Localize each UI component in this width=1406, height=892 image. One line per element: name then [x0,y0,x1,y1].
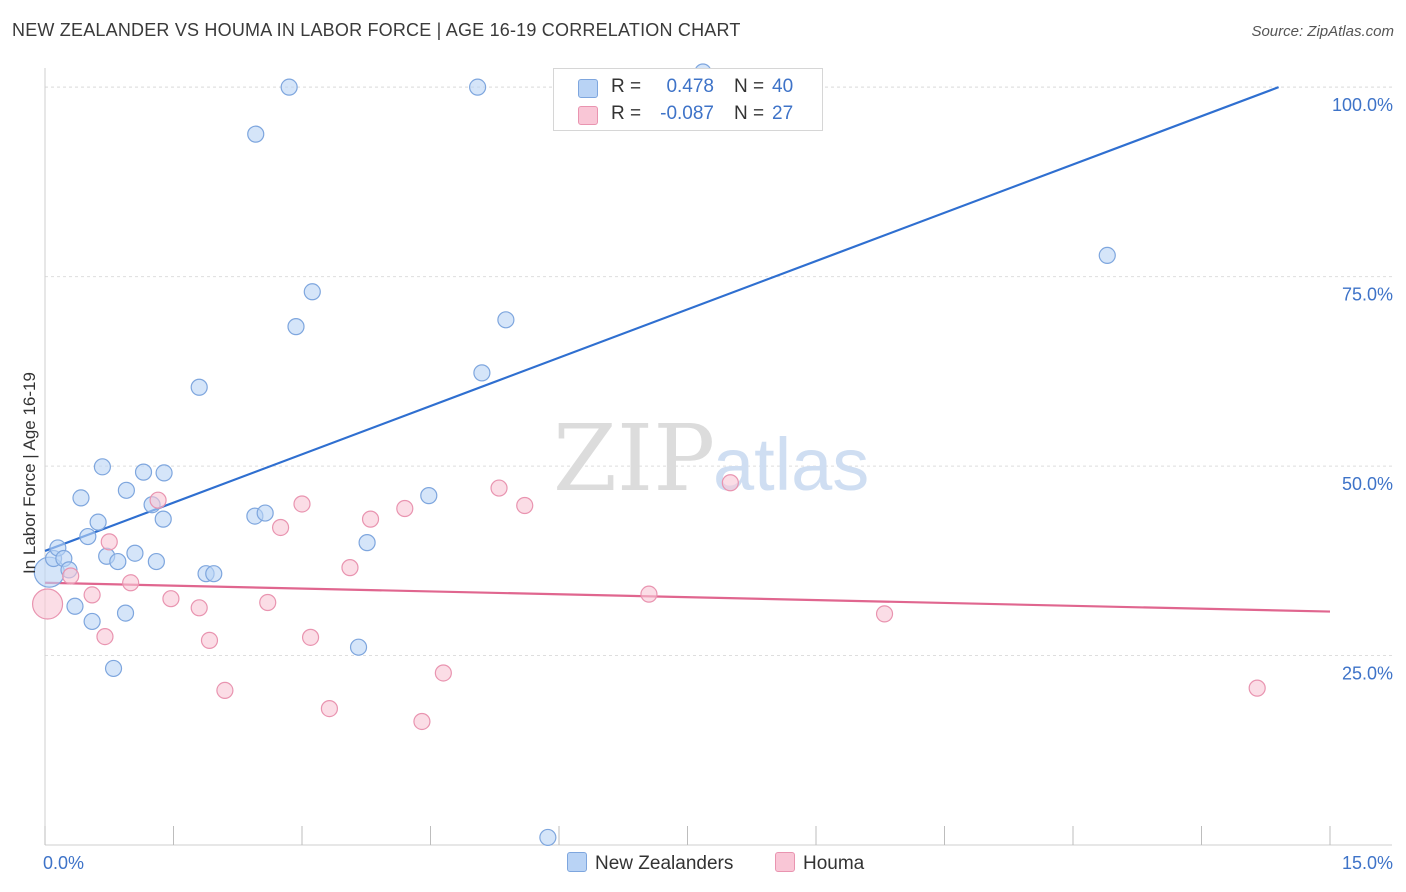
point-new-zealanders [247,125,265,143]
watermark: ZIP atlas [553,405,869,512]
point-new-zealanders [469,78,487,96]
point-new-zealanders [154,510,172,528]
y-tick-label: 50.0% [1342,474,1393,494]
legend-swatch-new-zealanders [578,79,598,98]
chart-title: NEW ZEALANDER VS HOUMA IN LABOR FORCE | … [12,20,741,40]
point-new-zealanders [72,489,90,507]
point-houma [413,712,431,731]
n-label: N = [734,76,765,97]
point-new-zealanders [190,378,208,396]
point-houma [320,699,339,718]
point-new-zealanders [126,544,144,562]
legend-row-houma: R = -0.087 N = 27 [554,101,822,127]
y-tick-label: 100.0% [1332,95,1393,115]
point-houma [162,590,180,608]
point-new-zealanders [134,463,153,481]
point-houma [396,499,414,518]
point-houma [83,586,101,604]
y-tick-label: 75.0% [1342,285,1393,305]
legend-item-new-zealanders: New Zealanders [567,852,733,875]
source-credit: Source: ZipAtlas.com [1251,23,1394,40]
tick-labels: 25.0% 50.0% 75.0% 100.0% 0.0% 15.0% [43,95,1393,873]
watermark-zip: ZIP [553,405,715,512]
legend-label: New Zealanders [595,853,734,874]
point-new-zealanders [117,481,135,499]
y-tick-label: 25.0% [1342,664,1393,684]
series-legend: New Zealanders Houma [0,852,1406,878]
point-new-zealanders [497,311,515,329]
legend-swatch-houma [775,852,795,872]
point-new-zealanders [89,513,107,531]
point-houma [96,627,114,646]
point-houma [875,605,894,623]
point-new-zealanders [473,364,491,382]
r-value: -0.087 [660,103,714,124]
point-new-zealanders [83,612,101,631]
axes [44,68,1392,846]
r-label: R = [611,103,642,124]
point-houma [271,518,290,537]
point-new-zealanders [93,458,111,476]
point-new-zealanders [205,565,223,583]
point-houma [31,588,64,620]
legend-label: Houma [803,853,865,874]
point-new-zealanders [280,78,298,96]
point-new-zealanders [1098,246,1116,264]
point-new-zealanders [287,318,305,336]
point-new-zealanders [109,552,127,571]
point-new-zealanders [79,527,97,546]
point-new-zealanders [147,552,165,571]
point-houma [122,574,140,592]
point-new-zealanders [155,464,173,482]
grid-lines [45,86,1392,657]
point-houma [259,593,277,612]
trend-line-houma [44,581,1331,613]
point-new-zealanders [303,283,321,301]
point-houma [301,628,320,646]
point-houma [1248,679,1266,697]
point-new-zealanders [104,659,123,678]
point-houma [62,567,80,585]
point-new-zealanders [539,828,557,847]
trend-lines [44,86,1331,613]
x-tick-label-right: 15.0% [1342,853,1393,873]
legend-swatch-houma [578,106,598,125]
point-houma [341,559,359,577]
point-new-zealanders [349,638,368,656]
point-new-zealanders [116,604,135,622]
n-label: N = [734,103,765,124]
legend-row-new-zealanders: R = 0.478 N = 40 [554,74,822,100]
point-houma [149,491,167,509]
legend-item-houma: Houma [775,852,864,875]
y-axis-label: In Labor Force | Age 16-19 [20,372,39,574]
point-new-zealanders [256,504,274,522]
legend-swatch-new-zealanders [567,852,587,872]
point-houma [361,510,380,528]
point-houma [216,681,234,700]
point-houma [200,631,219,649]
point-houma [721,474,739,492]
point-houma [293,495,311,513]
n-value: 27 [772,103,794,124]
point-houma [516,496,534,515]
point-houma [490,479,508,497]
r-value: 0.478 [666,76,714,97]
watermark-atlas: atlas [713,423,869,506]
correlation-legend: R = 0.478 N = 40 R = -0.087 N = 27 [553,68,823,131]
point-houma [640,585,658,603]
point-new-zealanders [358,534,376,552]
point-houma [434,664,452,682]
point-houma [100,533,118,551]
trend-line-new-zealanders [44,86,1279,552]
point-houma [190,599,208,617]
r-label: R = [611,76,642,97]
point-new-zealanders [66,597,84,615]
x-tick-label-left: 0.0% [43,853,84,873]
n-value: 40 [772,76,794,97]
point-new-zealanders [420,487,438,505]
